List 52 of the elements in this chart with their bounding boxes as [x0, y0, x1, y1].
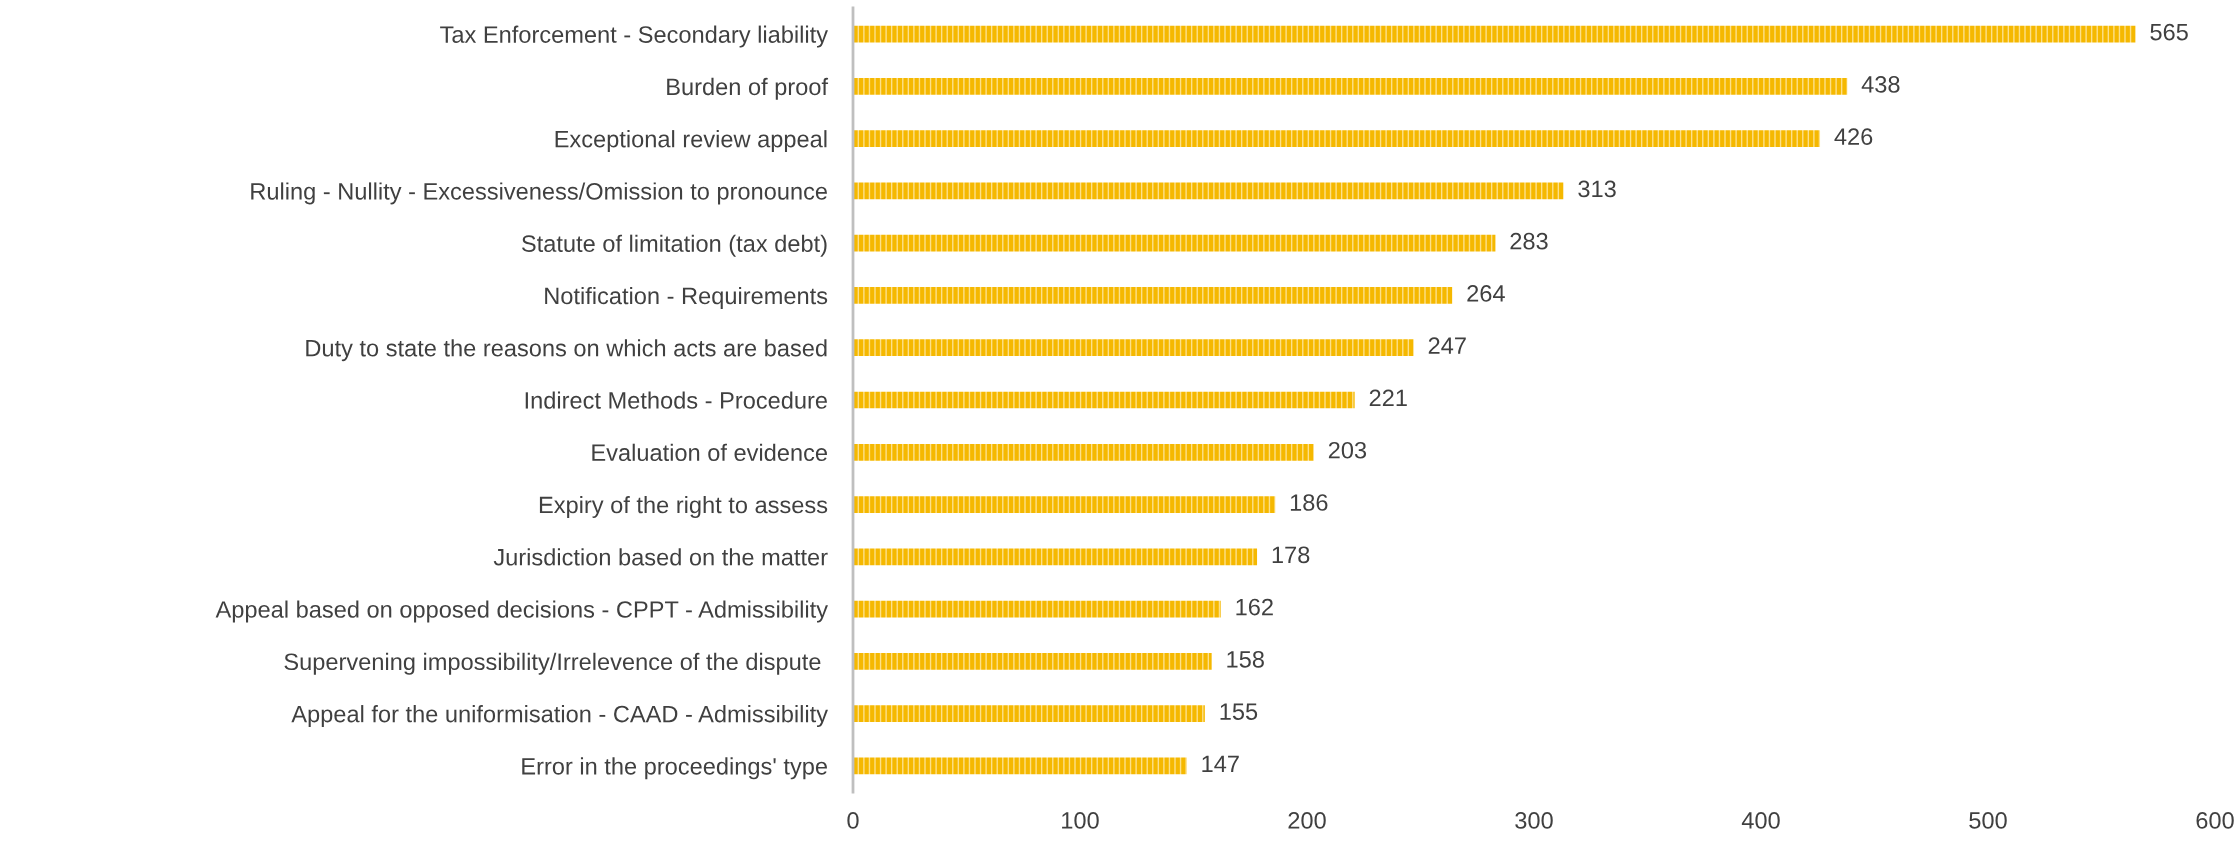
data-label: 186 — [1290, 494, 1328, 511]
data-label: 565 — [2150, 23, 2188, 41]
data-label: 313 — [1578, 180, 1616, 198]
y-tick-label: Statute of limitation (tax debt) — [522, 234, 827, 257]
bar — [853, 548, 1258, 566]
bar — [853, 339, 1414, 357]
y-tick-label: Burden of proof — [667, 77, 829, 100]
data-label: 155 — [1220, 703, 1258, 720]
bar — [853, 182, 1564, 200]
data-label: 283 — [1510, 232, 1548, 250]
y-tick-label: Error in the proceedings' type — [522, 757, 827, 780]
data-label: 426 — [1834, 128, 1873, 145]
y-tick-label: Ruling - Nullity - Excessiveness/Omission to pronounce — [251, 182, 827, 205]
x-tick-label: 400 — [1741, 812, 1780, 829]
data-label: 247 — [1428, 337, 1466, 354]
bar — [853, 25, 2136, 43]
bar — [853, 600, 1221, 618]
data-label: 147 — [1202, 755, 1239, 772]
y-tick-label: Appeal based on opposed decisions - CPPT - Admissibility — [215, 600, 828, 623]
bar — [853, 234, 1496, 252]
bar — [853, 391, 1355, 409]
bar — [853, 652, 1212, 670]
y-tick-label: Exceptional review appeal — [555, 130, 827, 153]
x-tick-label: 500 — [1969, 812, 2007, 829]
y-tick-label: Indirect Methods - Procedure — [525, 391, 827, 409]
bar — [853, 496, 1276, 513]
data-label: 178 — [1272, 546, 1310, 564]
data-label: 203 — [1328, 441, 1367, 459]
bar — [853, 287, 1453, 304]
data-label: 221 — [1369, 389, 1407, 407]
data-label: 158 — [1227, 650, 1264, 668]
bar — [853, 705, 1205, 722]
x-tick-label: 300 — [1515, 812, 1553, 829]
bar — [853, 757, 1187, 775]
y-tick-label: Jurisdiction based on the matter — [493, 548, 828, 566]
y-tick-label: Expiry of the right to assess — [539, 495, 828, 518]
y-tick-label: Duty to state the reasons on which acts are based — [306, 339, 827, 362]
data-label: 162 — [1236, 598, 1273, 616]
data-label: 438 — [1861, 76, 1900, 93]
data-label: 264 — [1467, 285, 1505, 302]
x-tick-label: 0 — [847, 812, 859, 829]
bar — [853, 78, 1848, 95]
y-tick-label: Supervening impossibility/Irrelevence of the dispute — [284, 652, 821, 675]
x-tick-label: 100 — [1062, 812, 1099, 829]
x-tick-label: 600 — [2196, 812, 2234, 829]
x-tick-label: 200 — [1288, 812, 1326, 829]
y-tick-label: Tax Enforcement - Secondary liability — [440, 25, 828, 48]
y-tick-label: Appeal for the uniformisation - CAAD - Admissibility — [291, 705, 828, 728]
bar — [853, 130, 1821, 148]
bar — [853, 443, 1314, 461]
y-tick-label: Notification - Requirements — [545, 286, 828, 309]
y-tick-label: Evaluation of evidence — [592, 443, 827, 462]
